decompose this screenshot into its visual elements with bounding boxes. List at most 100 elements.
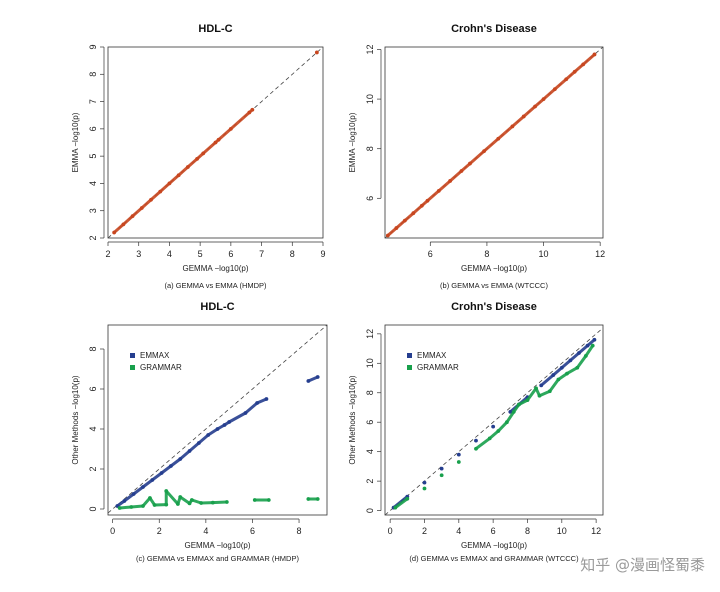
x-tick-label: 4 — [203, 526, 208, 536]
data-point — [425, 198, 430, 203]
data-point — [568, 358, 573, 363]
series-band — [178, 449, 192, 461]
data-point — [551, 373, 556, 377]
data-point — [185, 165, 190, 169]
data-point — [215, 427, 220, 431]
legend-swatch — [407, 365, 412, 370]
data-point — [117, 506, 122, 510]
series-band — [132, 485, 145, 496]
y-tick-label: 8 — [365, 390, 375, 395]
x-tick-label: 9 — [320, 249, 325, 259]
x-axis-label: GEMMA −log10(p) — [461, 541, 527, 550]
panel-caption: (a) GEMMA vs EMMA (HMDP) — [164, 281, 267, 290]
y-tick-label: 4 — [88, 181, 98, 186]
series-band — [553, 77, 568, 91]
chart-title: Crohn's Disease — [451, 301, 537, 313]
series-band — [393, 497, 409, 510]
x-tick-label: 6 — [428, 249, 433, 259]
data-point — [482, 149, 486, 154]
data-point — [210, 500, 215, 505]
series-band — [542, 87, 557, 101]
data-point — [158, 189, 163, 194]
data-point — [504, 420, 509, 425]
legend-label: GRAMMAR — [140, 363, 182, 372]
series-band — [243, 401, 259, 415]
x-tick-label: 0 — [110, 526, 115, 536]
legend-label: EMMAX — [140, 351, 170, 360]
data-point — [491, 424, 496, 429]
series-band — [141, 478, 154, 489]
data-point — [583, 354, 588, 358]
series-band — [150, 471, 164, 482]
data-point — [196, 441, 201, 445]
series-band — [496, 124, 514, 141]
series-band — [188, 441, 201, 453]
data-point — [537, 393, 542, 398]
x-axis-label: GEMMA −log10(p) — [461, 264, 527, 273]
data-point — [575, 365, 580, 370]
series-band — [496, 420, 509, 433]
legend-label: GRAMMAR — [417, 363, 459, 372]
data-point — [159, 471, 164, 475]
y-tick-label: 6 — [88, 126, 98, 131]
chart-panel-3: HDL-C 0 2 4 6 8 0 2 4 6 8 GEMMA −log10(p) Other Meth… — [71, 301, 328, 563]
data-point — [448, 179, 453, 183]
data-point — [152, 503, 157, 507]
y-axis-label: Other Methods −log10(p) — [71, 375, 80, 464]
y-axis-label: EMMA −log10(p) — [348, 112, 357, 172]
plot-frame — [107, 324, 328, 516]
series-band — [140, 198, 153, 210]
data-point — [496, 136, 501, 141]
data-point — [150, 478, 155, 482]
y-axis-label: EMMA −log10(p) — [71, 112, 80, 172]
series-band — [217, 127, 233, 142]
data-point — [224, 500, 229, 504]
x-tick-label: 8 — [290, 249, 295, 259]
data-point — [167, 181, 172, 186]
data-point — [141, 504, 145, 508]
y-tick-label: 12 — [365, 44, 375, 54]
x-axis-label: GEMMA −log10(p) — [184, 541, 250, 550]
data-point — [487, 436, 492, 441]
data-point — [129, 505, 134, 509]
data-point — [178, 495, 183, 499]
data-point — [149, 197, 153, 202]
data-point — [508, 409, 513, 414]
series-points — [385, 52, 597, 238]
data-point — [266, 498, 271, 502]
data-point — [130, 214, 135, 219]
data-point — [405, 496, 410, 501]
y-tick-label: 6 — [88, 386, 98, 391]
data-point — [187, 501, 192, 506]
series-band — [164, 489, 180, 506]
data-point — [411, 211, 416, 216]
x-tick-label: 10 — [539, 249, 549, 259]
data-point — [533, 104, 537, 109]
data-point — [456, 460, 461, 464]
series-band — [539, 373, 555, 387]
y-axis-label: Other Methods −log10(p) — [348, 375, 357, 464]
series-band — [211, 500, 229, 505]
data-point — [141, 485, 145, 489]
chart-panel-4: Crohn's Disease 0 2 4 6 8 10 12 0 2 4 6 8 10 12 GEMMA −… — [348, 301, 604, 563]
x-tick-label: 6 — [491, 526, 496, 536]
series-band — [201, 141, 217, 155]
x-tick-label: 2 — [422, 526, 427, 536]
series-band — [197, 433, 210, 445]
data-point — [459, 169, 464, 173]
y-tick-label: 6 — [365, 420, 375, 425]
x-tick-label: 12 — [595, 249, 605, 259]
series-band — [177, 165, 190, 177]
series-band — [482, 137, 500, 153]
series-band — [158, 181, 171, 194]
x-tick-label: 5 — [198, 249, 203, 259]
data-point — [213, 140, 218, 145]
series-band — [581, 52, 597, 66]
series-band — [525, 386, 538, 402]
x-tick-label: 8 — [525, 526, 530, 536]
data-point — [228, 126, 233, 131]
data-point — [592, 337, 597, 342]
data-point — [169, 464, 173, 468]
data-point — [112, 230, 117, 235]
y-tick-label: 8 — [365, 146, 375, 151]
